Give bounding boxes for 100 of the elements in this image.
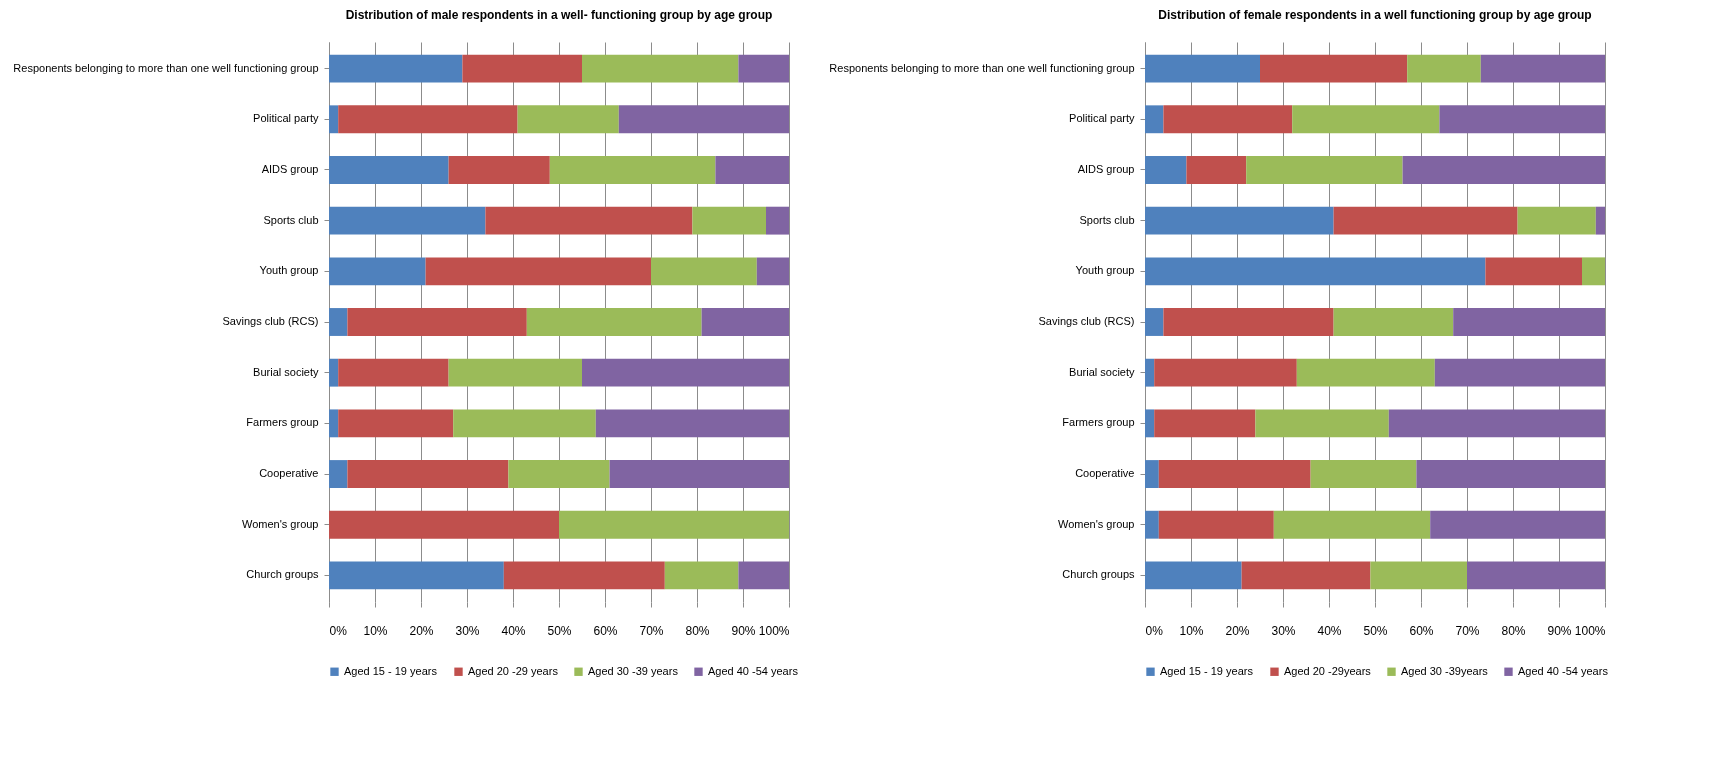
bar (1333, 308, 1454, 336)
y-tick-label: Farmers group (246, 416, 319, 429)
bar (1273, 510, 1431, 539)
bar (1145, 206, 1334, 235)
y-tick-label: Women's group (1058, 517, 1135, 530)
x-tick-label: 0% (329, 623, 348, 638)
bar (338, 105, 518, 134)
bar (1145, 156, 1187, 184)
bar (1333, 206, 1518, 235)
y-tick-label: Sports club (263, 213, 319, 226)
y-tick-label: Cooperative (259, 467, 319, 480)
bar (738, 561, 789, 590)
y-tick-label: Savings club (RCS) (222, 315, 319, 327)
bar (1595, 206, 1605, 235)
y-tick-label: Political party (1069, 112, 1135, 125)
bar (329, 308, 348, 336)
bar (448, 358, 582, 387)
bar (1145, 105, 1164, 134)
bar (756, 257, 789, 286)
x-tick-label: 20% (409, 623, 434, 638)
bar (1480, 54, 1605, 83)
bar (338, 409, 454, 438)
y-tick-label: Church groups (1062, 568, 1135, 581)
x-tick-label: 70% (639, 623, 664, 638)
x-tick-label: 40% (1317, 623, 1342, 638)
bar (1292, 105, 1440, 134)
bar (1582, 257, 1605, 286)
bar (1241, 561, 1371, 590)
bar (517, 105, 619, 134)
bar (1154, 409, 1256, 438)
bar (485, 206, 693, 235)
bar (1517, 206, 1596, 235)
bar (582, 54, 739, 83)
bar (329, 409, 339, 438)
bar (329, 257, 426, 286)
bar (329, 561, 504, 590)
y-tick-label: Cooperative (1075, 467, 1135, 480)
bar (1145, 358, 1155, 387)
bar (508, 460, 610, 488)
x-tick-label: 0% (1145, 623, 1164, 638)
bar (1430, 510, 1605, 539)
bar (1467, 561, 1605, 590)
legend-label: Aged 40 -54 years (708, 664, 799, 677)
bar (347, 308, 527, 336)
bar (329, 510, 559, 539)
y-tick-label: Women's group (242, 517, 319, 530)
bar (559, 510, 789, 539)
legend-label: Aged 15 - 19 years (1160, 664, 1254, 677)
bar (1485, 257, 1582, 286)
bar (329, 54, 463, 83)
bar (1255, 409, 1389, 438)
bar (1246, 156, 1403, 184)
bar (1407, 54, 1481, 83)
bar (738, 54, 789, 83)
bar (549, 156, 716, 184)
bar (651, 257, 757, 286)
bar (701, 308, 789, 336)
bar (1310, 460, 1417, 488)
x-tick-label: 70% (1455, 623, 1480, 638)
bar (715, 156, 789, 184)
bar (692, 206, 766, 235)
bar (618, 105, 789, 134)
y-tick-label: Burial society (253, 365, 319, 378)
bar (1296, 358, 1435, 387)
bar (338, 358, 449, 387)
bar (766, 206, 789, 235)
bar (1163, 308, 1334, 336)
legend-label: Aged 30 -39years (1401, 664, 1489, 677)
y-tick-label: Sports club (1079, 213, 1135, 226)
bar (582, 358, 789, 387)
bar (1186, 156, 1247, 184)
bar (329, 206, 486, 235)
bar (1453, 308, 1605, 336)
y-tick-label: AIDS group (1077, 162, 1135, 175)
chart-title: Distribution of male respondents in a well- functioning group by age group (345, 8, 773, 22)
x-tick-label: 50% (547, 623, 572, 638)
y-tick-label: AIDS group (261, 162, 319, 175)
bar (1163, 105, 1293, 134)
bar (347, 460, 509, 488)
bar (1145, 409, 1155, 438)
x-tick-label: 100% (1574, 623, 1606, 638)
bar (609, 460, 789, 488)
y-tick-label: Responents belonging to more than one well functioning group (829, 61, 1135, 74)
bar (1370, 561, 1467, 590)
bar (1388, 409, 1605, 438)
y-tick-label: Savings club (RCS) (1038, 315, 1135, 327)
bar (1158, 460, 1311, 488)
bar (526, 308, 702, 336)
x-tick-label: 80% (1501, 623, 1526, 638)
bar (1145, 257, 1486, 286)
legend-label: Aged 30 -39 years (588, 664, 679, 677)
bar (1145, 460, 1159, 488)
bar (329, 105, 339, 134)
bar (1145, 510, 1159, 539)
y-tick-label: Responents belonging to more than one well functioning group (13, 61, 319, 74)
x-tick-label: 50% (1363, 623, 1388, 638)
y-tick-label: Youth group (259, 264, 319, 277)
x-tick-label: 30% (455, 623, 480, 638)
bar (425, 257, 651, 286)
legend-label: Aged 20 -29years (1284, 664, 1372, 677)
